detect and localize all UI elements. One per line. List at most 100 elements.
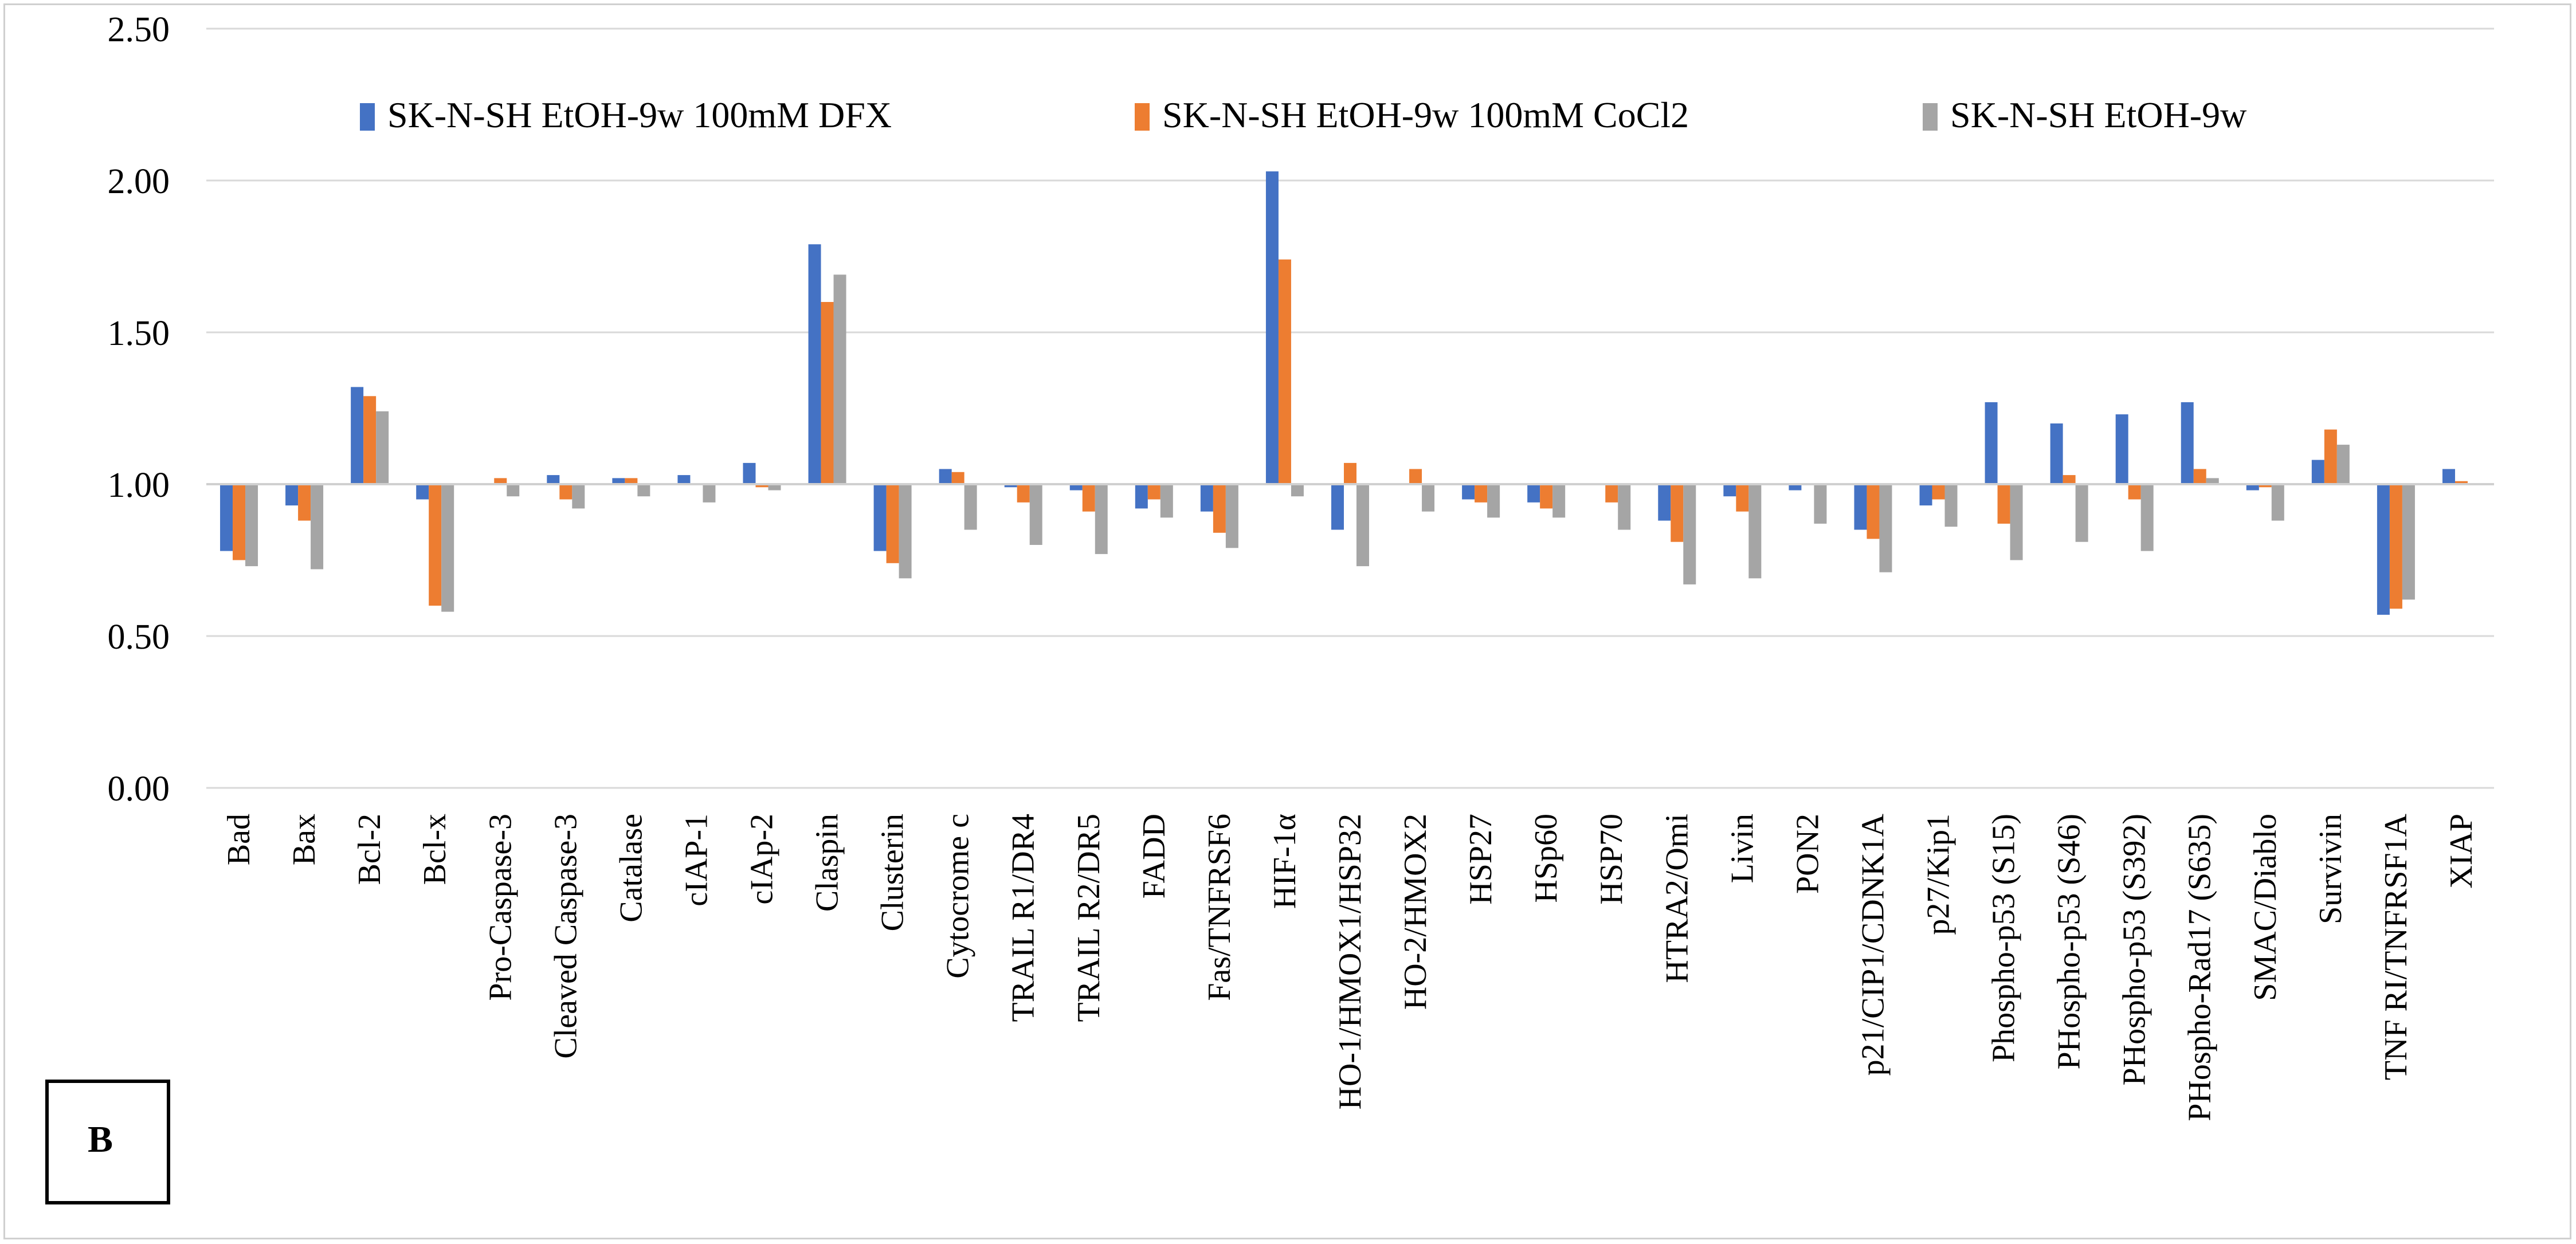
- legend-label: SK-N-SH EtOH-9w 100mM DFX: [387, 95, 892, 135]
- bar-2-series-0: [351, 387, 364, 484]
- bar-25-series-1: [1867, 484, 1880, 539]
- bar-28-series-1: [2063, 475, 2076, 484]
- gridlines: [206, 28, 2494, 789]
- panel-label-box: [45, 1080, 170, 1204]
- bar-12-series-0: [1004, 484, 1017, 488]
- bar-19-series-2: [1487, 484, 1500, 518]
- bar-23-series-0: [1723, 484, 1736, 497]
- x-tick-label: HO-1/HMOX1/HSP32: [1332, 814, 1368, 1110]
- legend-item-0: SK-N-SH EtOH-9w 100mM DFX: [360, 95, 892, 135]
- x-tick-label: p27/Kip1: [1921, 814, 1956, 935]
- bar-26-series-2: [1944, 484, 1958, 527]
- x-tick-label: Phospho-p53 (S15): [1986, 814, 2022, 1062]
- bar-33-series-2: [2402, 484, 2415, 600]
- bar-22-series-0: [1658, 484, 1671, 521]
- bar-10-series-1: [886, 484, 899, 563]
- x-tick-label: HSP70: [1594, 814, 1629, 905]
- bar-25-series-2: [1879, 484, 1892, 572]
- panel-label-text: B: [88, 1119, 113, 1160]
- bar-12-series-1: [1017, 484, 1030, 503]
- bar-27-series-2: [2010, 484, 2023, 560]
- x-tick-label: PHospho-p53 (S46): [2052, 814, 2087, 1069]
- legend-swatch: [1135, 103, 1150, 131]
- bar-11-series-0: [939, 469, 952, 484]
- legend-item-2: SK-N-SH EtOH-9w: [1923, 95, 2246, 135]
- bar-29-series-0: [2115, 414, 2128, 484]
- x-tick-label: Bcl-x: [417, 814, 453, 885]
- x-tick-label: SMAC/Diablo: [2248, 814, 2283, 1001]
- bar-21-series-2: [1618, 484, 1631, 530]
- bar-19-series-0: [1462, 484, 1475, 500]
- bar-18-series-2: [1422, 484, 1435, 512]
- x-tick-label: TRAIL R2/DR5: [1071, 814, 1107, 1022]
- bar-31-series-0: [2246, 484, 2259, 490]
- bar-18-series-1: [1409, 469, 1422, 484]
- bar-4-series-1: [494, 478, 507, 484]
- bar-16-series-1: [1278, 259, 1291, 484]
- y-axis-ticks: 0.00 0.50 1.00 1.50 2.00 2.50: [108, 10, 170, 809]
- legend-label: SK-N-SH EtOH-9w 100mM CoCl2: [1162, 95, 1689, 135]
- bar-34-series-1: [2455, 481, 2468, 484]
- legend: SK-N-SH EtOH-9w 100mM DFX SK-N-SH EtOH-9w…: [360, 95, 2246, 135]
- bar-23-series-1: [1736, 484, 1749, 512]
- x-tick-label: Pro-Caspase-3: [483, 814, 518, 1001]
- bar-32-series-0: [2311, 460, 2324, 484]
- x-tick-label: Catalase: [613, 814, 649, 923]
- x-tick-label: Bcl-2: [352, 814, 387, 885]
- bar-21-series-1: [1605, 484, 1618, 503]
- bar-8-series-2: [768, 484, 781, 490]
- x-tick-label: TNF RI/TNFRSF1A: [2378, 813, 2414, 1080]
- x-tick-label: HTRA2/Omi: [1659, 814, 1695, 983]
- bar-17-series-1: [1344, 462, 1356, 484]
- y-tick-label: 0.50: [108, 618, 170, 657]
- x-tick-label: HSp60: [1528, 814, 1564, 903]
- x-tick-label: Survivin: [2313, 814, 2348, 924]
- bar-34-series-0: [2442, 469, 2455, 484]
- bar-33-series-1: [2389, 484, 2402, 609]
- bar-11-series-1: [951, 472, 964, 484]
- x-tick-label: HO-2/HMOX2: [1398, 814, 1433, 1010]
- bar-13-series-1: [1082, 484, 1095, 512]
- bar-16-series-0: [1265, 171, 1279, 485]
- x-tick-label: TRAIL R1/DR4: [1006, 814, 1041, 1022]
- bar-15-series-0: [1200, 484, 1213, 512]
- x-tick-label: Fas/TNFRSF6: [1202, 814, 1237, 1001]
- bar-7-series-0: [677, 475, 691, 484]
- bar-31-series-2: [2271, 484, 2284, 521]
- bar-8-series-1: [755, 484, 769, 488]
- bar-0-series-2: [245, 484, 258, 567]
- x-tick-label: cIAP-1: [679, 814, 714, 906]
- bar-33-series-0: [2377, 484, 2390, 615]
- bar-9-series-2: [833, 274, 846, 484]
- legend-swatch: [360, 103, 375, 131]
- bar-13-series-2: [1095, 484, 1108, 554]
- bar-29-series-1: [2128, 484, 2141, 500]
- bar-4-series-2: [507, 484, 520, 497]
- bar-30-series-1: [2193, 469, 2206, 484]
- legend-label: SK-N-SH EtOH-9w: [1950, 95, 2246, 135]
- bar-16-series-2: [1291, 484, 1304, 497]
- y-tick-label: 0.00: [108, 770, 170, 809]
- bar-17-series-2: [1356, 484, 1369, 567]
- bar-5-series-2: [572, 484, 585, 509]
- bar-23-series-2: [1748, 484, 1762, 579]
- chart-frame: [3, 3, 2571, 1239]
- x-tick-label: Bad: [221, 814, 257, 865]
- bar-31-series-1: [2259, 484, 2272, 488]
- x-tick-label: HIF-1α: [1267, 814, 1303, 909]
- bar-11-series-2: [964, 484, 977, 530]
- bar-6-series-0: [612, 478, 625, 484]
- bar-13-series-0: [1069, 484, 1083, 490]
- x-tick-label: Clusterin: [875, 814, 911, 931]
- panel-label: B: [45, 1080, 170, 1204]
- bar-27-series-0: [1985, 402, 1998, 484]
- y-tick-label: 2.00: [108, 162, 170, 201]
- x-tick-label: PHospho-Rad17 (S635): [2182, 814, 2218, 1121]
- x-tick-label: cIAp-2: [744, 814, 779, 905]
- bar-7-series-2: [703, 484, 716, 503]
- bar-9-series-1: [821, 302, 834, 484]
- bar-10-series-2: [899, 484, 912, 579]
- y-tick-label: 2.50: [108, 10, 170, 49]
- bar-8-series-0: [743, 462, 756, 484]
